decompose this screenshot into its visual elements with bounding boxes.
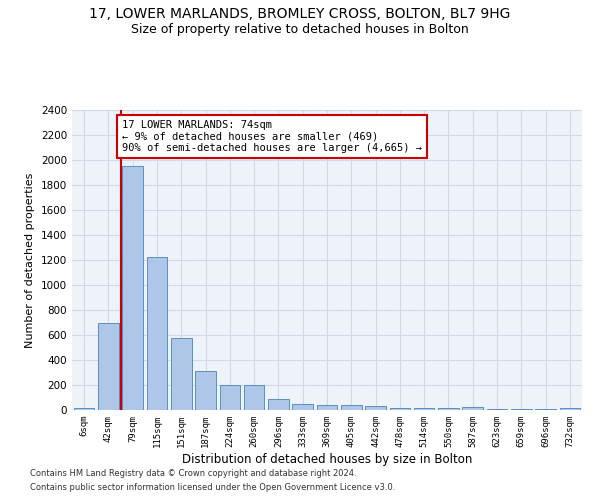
Text: 17 LOWER MARLANDS: 74sqm
← 9% of detached houses are smaller (469)
90% of semi-d: 17 LOWER MARLANDS: 74sqm ← 9% of detache… — [122, 120, 422, 153]
Bar — [292, 404, 313, 410]
Bar — [317, 405, 337, 410]
Text: Distribution of detached houses by size in Bolton: Distribution of detached houses by size … — [182, 452, 472, 466]
Bar — [74, 408, 94, 410]
Bar — [146, 257, 167, 410]
Bar — [438, 408, 459, 410]
Bar — [98, 322, 119, 410]
Bar — [122, 166, 143, 410]
Text: Size of property relative to detached houses in Bolton: Size of property relative to detached ho… — [131, 22, 469, 36]
Bar — [389, 408, 410, 410]
Bar — [414, 408, 434, 410]
Text: Contains public sector information licensed under the Open Government Licence v3: Contains public sector information licen… — [30, 484, 395, 492]
Bar — [268, 400, 289, 410]
Y-axis label: Number of detached properties: Number of detached properties — [25, 172, 35, 348]
Bar — [171, 338, 191, 410]
Bar — [463, 407, 483, 410]
Bar — [487, 409, 508, 410]
Bar — [365, 406, 386, 410]
Bar — [195, 371, 216, 410]
Bar — [535, 409, 556, 410]
Text: Contains HM Land Registry data © Crown copyright and database right 2024.: Contains HM Land Registry data © Crown c… — [30, 468, 356, 477]
Bar — [341, 405, 362, 410]
Bar — [220, 385, 240, 410]
Bar — [244, 385, 265, 410]
Bar — [560, 408, 580, 410]
Bar — [511, 409, 532, 410]
Text: 17, LOWER MARLANDS, BROMLEY CROSS, BOLTON, BL7 9HG: 17, LOWER MARLANDS, BROMLEY CROSS, BOLTO… — [89, 8, 511, 22]
